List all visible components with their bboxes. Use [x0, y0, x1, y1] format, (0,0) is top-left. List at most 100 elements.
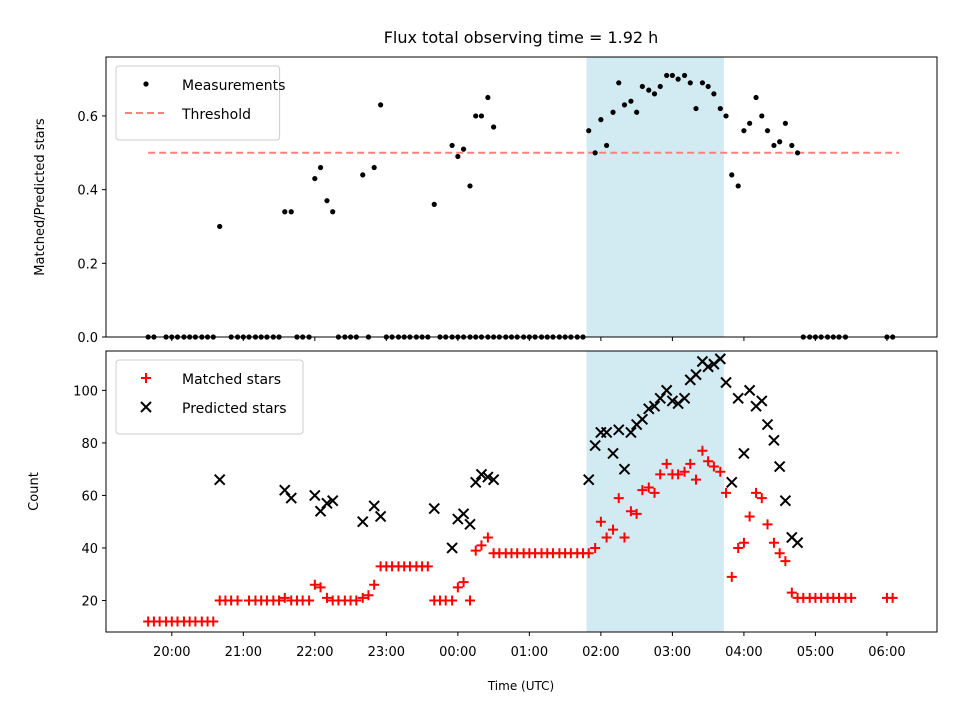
- data-point: [583, 548, 594, 559]
- x-tick-label: 21:00: [225, 645, 262, 660]
- data-point: [309, 489, 321, 502]
- x-tick-label: 22:00: [296, 645, 333, 660]
- data-point: [312, 175, 318, 182]
- data-point: [786, 587, 797, 598]
- data-point: [487, 473, 500, 486]
- series-matched-stars: [143, 445, 898, 627]
- legend-box: [115, 65, 281, 141]
- data-point: [321, 497, 333, 510]
- data-point: [777, 139, 783, 145]
- data-point: [756, 493, 767, 504]
- legend-box: [115, 359, 304, 435]
- data-point: [357, 592, 368, 603]
- data-point: [666, 395, 679, 407]
- data-point: [687, 80, 693, 86]
- data-point: [690, 368, 702, 381]
- data-point: [604, 142, 610, 149]
- x-tick-label: 23:00: [368, 645, 405, 660]
- data-point: [693, 105, 699, 112]
- data-point: [360, 172, 366, 178]
- y-tick-label: 100: [73, 384, 98, 399]
- data-point: [702, 361, 714, 373]
- legend-marker-swatch: [143, 81, 149, 87]
- y-axis-label: Matched/Predicted stars: [33, 118, 48, 276]
- y-tick-label: 20: [81, 594, 98, 609]
- legend-label: Matched stars: [182, 372, 281, 388]
- data-point: [761, 418, 774, 431]
- data-point: [643, 482, 654, 493]
- data-point: [733, 542, 744, 553]
- data-point: [681, 72, 688, 79]
- data-point: [699, 80, 706, 86]
- data-point: [282, 209, 288, 215]
- data-point: [473, 113, 479, 119]
- data-point: [314, 505, 327, 517]
- data-point: [751, 487, 762, 498]
- data-point: [743, 384, 756, 397]
- data-point: [732, 392, 744, 404]
- axes-frame: [105, 350, 938, 633]
- data-point: [661, 458, 672, 469]
- y-tick-label: 60: [81, 489, 98, 504]
- data-point: [422, 561, 433, 572]
- data-point: [744, 511, 755, 522]
- data-point: [482, 532, 493, 543]
- data-point: [789, 142, 795, 149]
- data-point: [768, 434, 780, 446]
- data-point: [759, 113, 765, 119]
- data-point: [452, 582, 463, 593]
- data-point: [357, 515, 369, 528]
- data-point: [648, 400, 661, 412]
- data-point: [321, 592, 332, 603]
- data-point: [705, 83, 711, 90]
- data-point: [631, 508, 642, 519]
- data-point: [639, 83, 645, 90]
- legend-marker-swatch: [141, 373, 151, 383]
- data-point: [649, 487, 660, 498]
- data-point: [764, 128, 771, 134]
- y-tick-label: 0.2: [77, 257, 98, 272]
- data-point: [791, 537, 804, 549]
- legend-marker-swatch: [140, 401, 152, 413]
- series-predicted-stars: [214, 353, 804, 554]
- data-point: [288, 209, 294, 215]
- data-point: [657, 83, 663, 90]
- x-tick-label: 03:00: [654, 645, 691, 660]
- data-point: [279, 484, 291, 496]
- x-tick-label: 02:00: [582, 645, 619, 660]
- data-point: [208, 616, 219, 627]
- data-point: [651, 91, 658, 97]
- data-point: [460, 146, 467, 152]
- data-point: [232, 595, 243, 606]
- legend: Measurements Threshold: [115, 65, 285, 141]
- data-point: [708, 461, 719, 472]
- legend-label: Measurements: [182, 78, 285, 94]
- data-point: [470, 476, 482, 489]
- data-point: [721, 487, 732, 498]
- legend-label: Predicted stars: [182, 401, 287, 417]
- data-point: [735, 183, 741, 189]
- x-tick-label: 01:00: [511, 645, 548, 660]
- data-point: [634, 109, 640, 115]
- data-point: [679, 466, 690, 477]
- data-point: [771, 142, 777, 149]
- data-point: [673, 469, 684, 480]
- x-tick-label: 04:00: [725, 645, 762, 660]
- y-tick-label: 40: [81, 542, 98, 557]
- x-tick-label: 06:00: [868, 645, 905, 660]
- y-tick-label: 0.6: [77, 110, 98, 125]
- bottom-panel: 20 40 60 80 100 20:00 21:00 22:00 23:00 00:00 01:0…: [27, 350, 938, 660]
- y-tick-label: 0.0: [77, 331, 98, 346]
- data-point: [762, 519, 773, 530]
- data-point: [476, 540, 487, 551]
- data-point: [285, 492, 297, 504]
- data-point: [715, 466, 726, 477]
- data-point: [741, 128, 747, 134]
- data-point: [315, 582, 326, 593]
- data-point: [773, 460, 786, 473]
- data-point: [583, 473, 595, 486]
- data-point: [369, 579, 380, 590]
- data-point: [491, 124, 497, 130]
- data-point: [685, 458, 696, 469]
- data-point: [618, 463, 631, 475]
